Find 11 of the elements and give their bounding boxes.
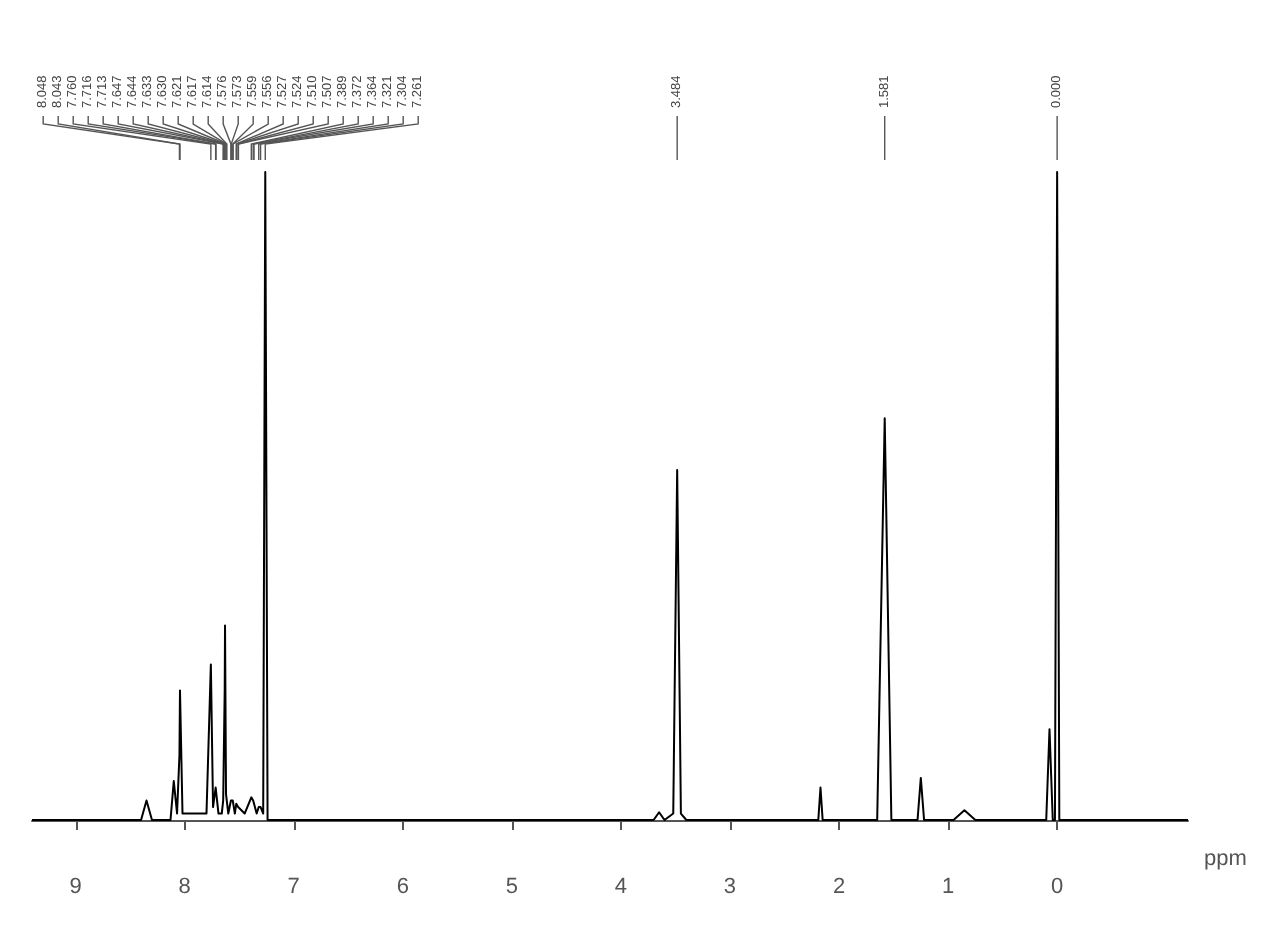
x-tick-label: 8 bbox=[178, 875, 191, 899]
x-tick-label: 3 bbox=[723, 875, 737, 899]
x-tick-label: 1 bbox=[941, 875, 955, 899]
x-tick-label: 0 bbox=[1051, 875, 1064, 899]
x-tick-label: 6 bbox=[396, 875, 409, 899]
x-tick-label: 2 bbox=[832, 875, 846, 899]
x-axis-title: ppm bbox=[1204, 847, 1247, 871]
x-tick-label: 7 bbox=[287, 875, 300, 899]
x-tick-label: 5 bbox=[505, 875, 518, 899]
x-tick-label: 9 bbox=[69, 875, 82, 899]
x-tick-label: 4 bbox=[614, 875, 628, 899]
